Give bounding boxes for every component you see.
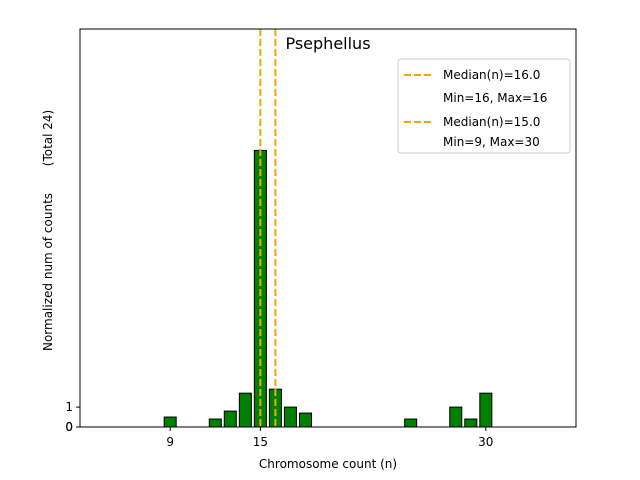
legend-entry-2-sub: Min=9, Max=30 <box>443 135 540 149</box>
bar-3 <box>238 392 252 428</box>
bar-2 <box>223 410 237 428</box>
x-tick-label-2: 30 <box>478 435 493 449</box>
chart-title: Psephellus <box>285 34 370 53</box>
bar-8 <box>404 418 418 428</box>
bar-9 <box>449 406 463 428</box>
x-tick-label-0: 9 <box>166 435 174 449</box>
legend: Median(n)=16.0 Min=16, Max=16 Median(n)=… <box>397 58 571 154</box>
legend-entry-2: Median(n)=15.0 <box>443 115 540 129</box>
y-tick-label-2: 1 <box>65 400 73 414</box>
y-tick-label-0: 0 <box>65 420 73 434</box>
bar-7 <box>298 412 312 428</box>
bar-6 <box>283 406 297 428</box>
plot-frame <box>79 28 577 428</box>
x-tick-label-1: 15 <box>253 435 268 449</box>
y-tick-label-1: 0 <box>65 420 73 434</box>
bar-10 <box>464 418 478 428</box>
x-axis-label: Chromosome count (n) <box>259 457 397 471</box>
bar-1 <box>208 418 222 428</box>
bar-0 <box>163 416 177 428</box>
x-ticks-group: 9 15 30 <box>166 427 493 449</box>
legend-entry-1-sub: Min=16, Max=16 <box>443 91 547 105</box>
legend-entry-1: Median(n)=16.0 <box>443 68 540 82</box>
bars-group <box>163 149 493 428</box>
median-lines-group <box>259 29 277 427</box>
y-axis-total-note: (Total 24) <box>41 110 55 166</box>
legend-box <box>397 58 571 154</box>
y-ticks-group: 001 <box>65 400 80 434</box>
y-axis-label: Normalized num of counts <box>41 193 55 351</box>
bar-11 <box>479 392 493 428</box>
